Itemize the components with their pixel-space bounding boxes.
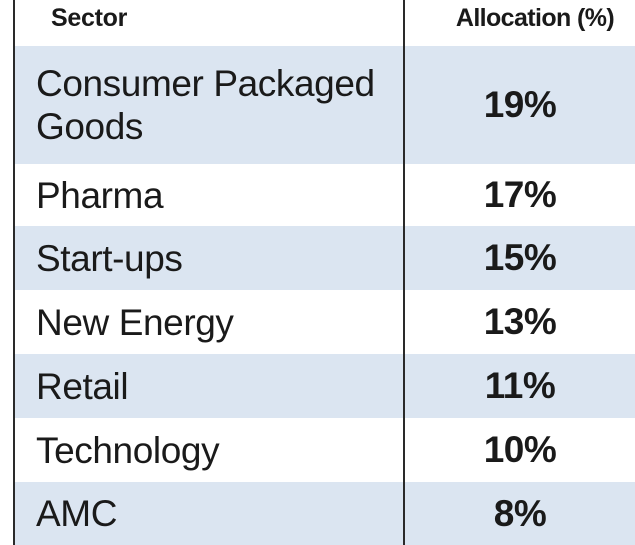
table-header: Sector Allocation (%) (15, 0, 635, 44)
table-row: New Energy 13% (15, 290, 635, 354)
column-divider (403, 0, 405, 545)
column-header-allocation: Allocation (%) (455, 4, 615, 32)
table-frame (13, 0, 635, 545)
allocation-cell: 19% (483, 84, 557, 125)
sector-cell: AMC (36, 493, 118, 534)
table-row: Consumer Packaged Goods 19% (15, 46, 635, 164)
column-header-sector: Sector (51, 4, 128, 32)
sector-cell: Consumer Packaged Goods (36, 63, 375, 147)
allocation-cell: 13% (483, 301, 557, 342)
table-row: Retail 11% (15, 354, 635, 418)
allocation-cell: 10% (483, 429, 557, 470)
allocation-cell: 8% (493, 492, 547, 534)
table-row: Technology 10% (15, 418, 635, 482)
sector-cell: Start-ups (36, 237, 183, 279)
sector-cell: Technology (36, 429, 220, 471)
allocation-cell: 15% (483, 237, 557, 278)
sector-cell: Retail (36, 365, 129, 407)
table-row: Start-ups 15% (15, 226, 635, 290)
sector-cell: New Energy (36, 301, 234, 343)
allocation-cell: 17% (483, 174, 557, 215)
allocation-cell: 11% (484, 365, 556, 406)
table-row: Pharma 17% (15, 164, 635, 226)
sector-cell: Pharma (36, 174, 164, 216)
table-row: AMC 8% (15, 482, 635, 545)
